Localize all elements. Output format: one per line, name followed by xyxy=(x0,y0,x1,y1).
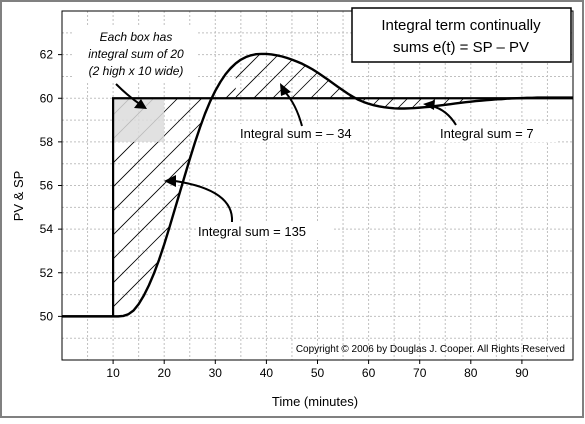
x-tick-label: 40 xyxy=(260,366,274,380)
annotation-neg34: Integral sum = – 34 xyxy=(240,126,352,141)
y-tick-label: 60 xyxy=(40,91,54,105)
copyright: Copyright © 2006 by Douglas J. Cooper. A… xyxy=(296,344,565,355)
box-note-line-2: integral sum of 20 xyxy=(88,47,184,61)
x-tick-label: 30 xyxy=(209,366,223,380)
x-axis-label: Time (minutes) xyxy=(272,394,358,409)
box-note-line-3: (2 high x 10 wide) xyxy=(89,64,184,78)
x-tick-label: 60 xyxy=(362,366,376,380)
annotation-135: Integral sum = 135 xyxy=(198,224,306,239)
title-line-2: sums e(t) = SP – PV xyxy=(393,39,529,56)
x-tick-label: 10 xyxy=(106,366,120,380)
x-tick-label: 80 xyxy=(464,366,478,380)
x-tick-label: 20 xyxy=(158,366,172,380)
x-tick-label: 50 xyxy=(311,366,325,380)
box-note-line-1: Each box has xyxy=(100,30,173,44)
y-tick-label: 58 xyxy=(40,135,54,149)
y-tick-label: 62 xyxy=(40,48,54,62)
x-tick-label: 70 xyxy=(413,366,427,380)
y-tick-label: 52 xyxy=(40,266,54,280)
y-tick-label: 50 xyxy=(40,309,54,323)
title-line-1: Integral term continually xyxy=(381,17,541,34)
y-axis-label: PV & SP xyxy=(11,171,26,222)
y-tick-label: 56 xyxy=(40,179,54,193)
x-tick-label: 90 xyxy=(515,366,529,380)
y-tick-label: 54 xyxy=(40,222,54,236)
annotation-7: Integral sum = 7 xyxy=(440,126,534,141)
